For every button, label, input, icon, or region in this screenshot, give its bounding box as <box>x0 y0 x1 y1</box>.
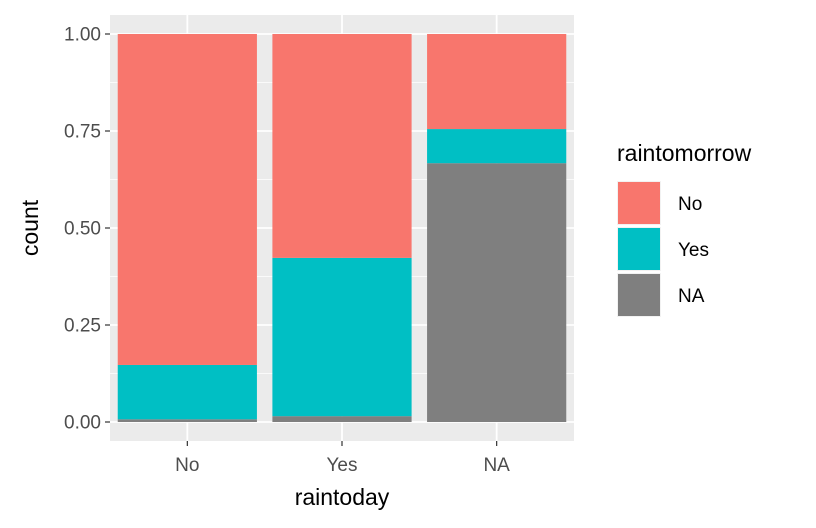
legend-key-no <box>618 182 660 224</box>
bar-segment-yes-no <box>272 34 412 258</box>
y-tick-label: 0.75 <box>64 122 101 143</box>
legend-label: No <box>678 194 702 215</box>
legend-label: NA <box>678 286 705 307</box>
y-tick-label: 1.00 <box>64 25 101 46</box>
y-tick-label: 0.50 <box>64 219 101 240</box>
bar-segment-no-no <box>117 34 257 365</box>
legend-key-na <box>618 274 660 316</box>
x-tick-label: NA <box>483 455 510 476</box>
x-axis-title: raintoday <box>295 484 390 510</box>
x-axis: No Yes NA <box>175 441 510 476</box>
bars <box>117 34 567 423</box>
bar-segment-no-na <box>117 419 257 422</box>
bar-segment-no-yes <box>117 364 257 420</box>
legend: raintomorrow No Yes NA <box>617 140 752 317</box>
y-axis-title: count <box>17 199 43 256</box>
bar-segment-na-yes <box>427 129 567 164</box>
y-axis: 0.00 0.25 0.50 0.75 1.00 <box>64 25 110 434</box>
x-tick-label: No <box>175 455 199 476</box>
legend-title: raintomorrow <box>617 140 752 166</box>
y-tick-label: 0.25 <box>64 316 101 337</box>
legend-key-yes <box>618 228 660 270</box>
bar-segment-na-no <box>427 34 567 130</box>
legend-label: Yes <box>678 240 709 261</box>
bar-segment-yes-na <box>272 416 412 422</box>
x-tick-label: Yes <box>327 455 358 476</box>
bar-segment-yes-yes <box>272 257 412 417</box>
y-tick-label: 0.00 <box>64 413 101 434</box>
bar-segment-na-na <box>427 163 567 423</box>
